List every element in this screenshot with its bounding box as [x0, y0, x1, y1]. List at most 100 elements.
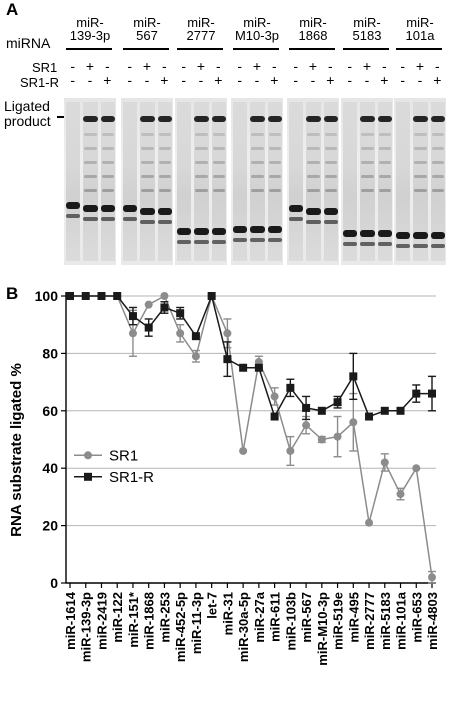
data-point — [144, 300, 153, 309]
data-point — [128, 312, 137, 321]
gel-lane-smear — [343, 102, 358, 261]
ligated-band — [157, 116, 172, 122]
gel-lower-band — [140, 220, 155, 224]
sr1-sign: - — [161, 58, 167, 74]
data-point — [270, 412, 279, 421]
gel-minor-band — [414, 161, 427, 164]
gel-image — [64, 98, 116, 265]
gel-minor-band — [324, 161, 337, 164]
mirna-group-label-line2: 1868 — [298, 28, 328, 43]
data-point — [380, 406, 389, 415]
gel-minor-band — [414, 175, 427, 178]
substrate-band — [177, 228, 192, 235]
substrate-band — [211, 228, 226, 235]
data-point — [333, 398, 342, 407]
substrate-band — [377, 230, 392, 237]
data-point — [270, 392, 279, 401]
gel-minor-band — [324, 189, 337, 192]
sr1r-sign: - — [237, 72, 242, 88]
gel-minor-band — [212, 161, 225, 164]
data-point — [160, 292, 169, 300]
gel-minor-band — [195, 161, 208, 164]
x-tick-label: miR-11-3p — [189, 592, 204, 654]
x-tick-label: let-7 — [205, 592, 220, 619]
gel-lane-smear — [250, 102, 265, 261]
data-point — [396, 406, 405, 415]
gel-minor-band — [212, 189, 225, 192]
gel-minor-band — [324, 133, 337, 136]
gel-minor-band — [378, 147, 391, 150]
gel-lower-band — [100, 217, 115, 221]
legend-marker — [84, 451, 92, 460]
mirna-group-underline — [123, 48, 169, 50]
gel-minor-band — [378, 189, 391, 192]
gel-lower-band — [194, 240, 209, 244]
gel-lane-smear — [233, 102, 248, 261]
gel-image — [394, 98, 446, 265]
series-sr1 — [66, 292, 436, 584]
panel-b-letter: B — [6, 284, 19, 303]
mirna-group-label: miR- 139-3p — [64, 16, 116, 42]
gel-minor-band — [268, 147, 281, 150]
gel-lane-smear — [289, 102, 304, 261]
gel-lower-band — [123, 217, 138, 221]
substrate-band — [343, 230, 358, 237]
series-line — [70, 293, 433, 578]
y-tick-label: 80 — [42, 345, 58, 361]
gel-lane-smear — [211, 102, 226, 261]
substrate-band — [267, 226, 282, 233]
mirna-row-label: miRNA — [6, 35, 51, 51]
sr1-sign: - — [293, 58, 298, 74]
sr1-sign: + — [196, 58, 206, 74]
gel-minor-band — [158, 175, 171, 178]
gel-minor-band — [378, 161, 391, 164]
y-axis-label: RNA substrate ligated % — [8, 363, 25, 537]
sr1r-sign: - — [347, 72, 352, 88]
gel-lower-band — [377, 242, 392, 246]
gel-minor-band — [431, 175, 444, 178]
substrate-band — [66, 202, 81, 209]
substrate-band — [233, 226, 248, 233]
gel-minor-band — [431, 161, 444, 164]
gel-minor-band — [158, 147, 171, 150]
gel-minor-band — [361, 133, 374, 136]
gel-minor-band — [378, 175, 391, 178]
gel-lane-smear — [360, 102, 375, 261]
substrate-band — [123, 205, 138, 212]
gel-lower-band — [211, 240, 226, 244]
gel-lane-smear — [100, 102, 115, 261]
gel-image — [287, 98, 339, 265]
mirna-group-label-line1: miR- — [243, 15, 271, 30]
gel-minor-band — [101, 161, 114, 164]
ligated-band — [267, 116, 282, 122]
sr1r-sign: + — [103, 72, 112, 88]
sr1r-sign: - — [310, 72, 316, 88]
x-tick-label: miR-5183 — [378, 592, 393, 650]
data-point — [191, 352, 200, 361]
data-point — [365, 412, 374, 421]
sr1r-sign: - — [198, 72, 204, 88]
gel-minor-band — [212, 133, 225, 136]
sr1-sign: - — [215, 58, 221, 74]
gel-lower-band — [250, 238, 265, 242]
data-point — [286, 446, 295, 455]
gel-lower-band — [267, 238, 282, 242]
data-point — [428, 573, 436, 582]
x-tick-label: miR-M10-3p — [315, 592, 330, 666]
gel-minor-band — [324, 175, 337, 178]
substrate-band — [396, 232, 411, 239]
sr1r-sign: + — [270, 72, 279, 88]
x-tick-label: miR-151* — [126, 591, 141, 648]
gel-lower-band — [323, 220, 338, 224]
panel-a-letter: A — [6, 0, 19, 19]
x-tick-label: miR-611 — [268, 592, 283, 642]
x-tick-label: miR-139-3p — [79, 592, 94, 662]
y-tick-label: 20 — [42, 518, 58, 534]
legend-marker — [84, 472, 92, 481]
gel-minor-band — [361, 189, 374, 192]
mirna-group-underline — [66, 48, 112, 50]
x-tick-label: miR-653 — [409, 592, 424, 643]
x-tick-label: miR-101a — [394, 591, 409, 650]
gel-image — [231, 98, 283, 265]
